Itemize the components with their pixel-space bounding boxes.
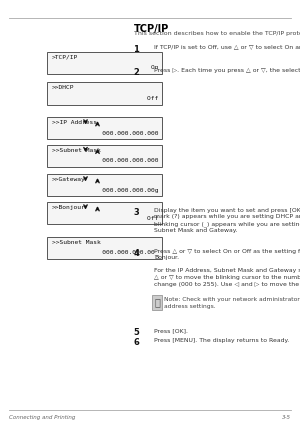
Text: Press [OK].: Press [OK]. (154, 328, 188, 333)
Text: >>Subnet Mask: >>Subnet Mask (52, 240, 101, 245)
Text: >>IP Address: >>IP Address (52, 120, 97, 125)
Text: mark (?) appears while you are setting DHCP and Bonjour. A: mark (?) appears while you are setting D… (154, 214, 300, 219)
Text: address settings.: address settings. (164, 304, 216, 309)
Text: 000.000.000.000: 000.000.000.000 (91, 158, 158, 163)
Text: Connecting and Printing: Connecting and Printing (9, 415, 75, 420)
Text: >>Bonjour: >>Bonjour (52, 205, 86, 210)
Bar (46, 202, 162, 224)
Text: >>Gateway: >>Gateway (52, 177, 86, 182)
Text: Subnet Mask and Gateway.: Subnet Mask and Gateway. (154, 228, 237, 232)
Text: TCP/IP: TCP/IP (134, 24, 169, 34)
Text: Note: Check with your network administrator for the network: Note: Check with your network administra… (164, 298, 300, 303)
Text: △ or ▽ to move the blinking cursor to the number you want to: △ or ▽ to move the blinking cursor to th… (154, 275, 300, 280)
Text: ⎙: ⎙ (154, 298, 160, 308)
Bar (46, 117, 162, 139)
Text: 4: 4 (134, 249, 140, 258)
Text: blinking cursor (_) appears while you are setting IP Address,: blinking cursor (_) appears while you ar… (154, 221, 300, 227)
Text: 2: 2 (134, 68, 140, 77)
Text: Press △ or ▽ to select On or Off as the setting for DHCP and: Press △ or ▽ to select On or Off as the … (154, 249, 300, 254)
Text: >TCP/IP: >TCP/IP (52, 55, 78, 60)
Text: If TCP/IP is set to Off, use △ or ▽ to select On and press [OK].: If TCP/IP is set to Off, use △ or ▽ to s… (154, 45, 300, 50)
Text: 3-5: 3-5 (282, 415, 291, 420)
Text: 6: 6 (134, 338, 140, 347)
Text: Press ▷. Each time you press △ or ▽, the selection changes.: Press ▷. Each time you press △ or ▽, the… (154, 68, 300, 73)
Text: >>DHCP: >>DHCP (52, 85, 74, 91)
Text: Display the item you want to set and press [OK]. A blinking question: Display the item you want to set and pre… (154, 208, 300, 213)
Bar (46, 174, 162, 196)
Text: >>Subnet Mask: >>Subnet Mask (52, 148, 101, 153)
Text: Press [MENU]. The display returns to Ready.: Press [MENU]. The display returns to Rea… (154, 338, 289, 343)
Text: 5: 5 (134, 328, 140, 337)
Text: Off: Off (132, 96, 158, 101)
Text: 000.000.000.000: 000.000.000.000 (91, 130, 158, 136)
Text: For the IP Address, Subnet Mask and Gateway settings, press: For the IP Address, Subnet Mask and Gate… (154, 269, 300, 273)
Text: Bonjour.: Bonjour. (154, 255, 179, 260)
Bar (46, 52, 162, 74)
Bar (46, 82, 162, 105)
Text: This section describes how to enable the TCP/IP protocol.: This section describes how to enable the… (134, 31, 300, 37)
Bar (46, 145, 162, 167)
Text: change (000 to 255). Use ◁ and ▷ to move the cursor right and left.: change (000 to 255). Use ◁ and ▷ to move… (154, 282, 300, 286)
Text: 000.000.000.00g: 000.000.000.00g (91, 187, 158, 193)
Text: 000.000.000.00_: 000.000.000.00_ (91, 250, 158, 255)
Bar (152, 295, 162, 310)
Text: On: On (136, 65, 158, 70)
Text: 3: 3 (134, 208, 139, 217)
Text: 1: 1 (134, 45, 140, 54)
Bar (46, 237, 162, 259)
Text: Off: Off (132, 215, 158, 221)
